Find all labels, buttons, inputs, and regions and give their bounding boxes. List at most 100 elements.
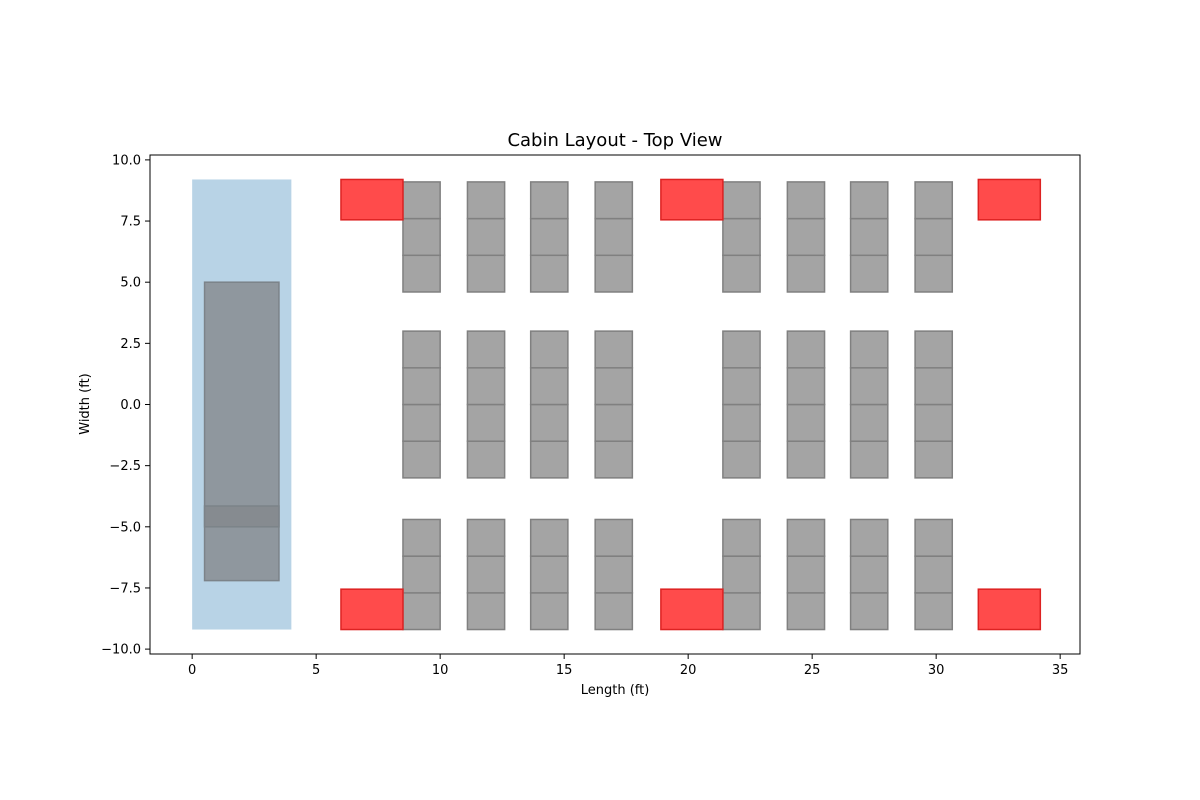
seat — [529, 181, 569, 220]
seat — [594, 181, 634, 220]
seat — [849, 181, 889, 220]
seat — [529, 367, 569, 406]
seat — [529, 254, 569, 293]
seat — [722, 330, 761, 369]
seat — [849, 555, 889, 594]
seat — [402, 367, 441, 406]
seat — [722, 367, 761, 406]
galley — [977, 178, 1042, 221]
seat — [466, 518, 506, 557]
x-tick-label: 25 — [804, 663, 821, 678]
seat — [914, 440, 954, 479]
galley — [340, 588, 404, 631]
seat — [466, 592, 506, 631]
y-tick-label: −10.0 — [101, 643, 141, 658]
seat — [466, 403, 506, 442]
y-tick-label: −2.5 — [109, 459, 141, 474]
seat — [594, 254, 634, 293]
seat — [849, 217, 889, 257]
y-axis: −10.0 −7.5 −5.0 −2.5 0.0 2.5 5.0 7.5 10.0 — [101, 153, 150, 658]
seat — [529, 592, 569, 631]
seat — [722, 555, 761, 594]
seat — [849, 592, 889, 631]
y-tick-label: 0.0 — [120, 398, 141, 413]
seat — [529, 330, 569, 369]
galley — [340, 178, 404, 221]
seat — [849, 254, 889, 293]
seat — [849, 518, 889, 557]
seat — [594, 555, 634, 594]
seat — [466, 367, 506, 406]
seat — [786, 254, 826, 293]
seat — [786, 181, 826, 220]
seat — [722, 254, 761, 293]
y-tick-label: 7.5 — [120, 215, 141, 230]
galley — [660, 588, 724, 631]
y-tick-label: 2.5 — [120, 337, 141, 352]
seat — [594, 518, 634, 557]
seat — [466, 254, 506, 293]
y-tick-label: 10.0 — [112, 153, 141, 168]
seat — [402, 254, 441, 293]
y-tick-label: −5.0 — [109, 520, 141, 535]
seat — [786, 217, 826, 257]
x-tick-label: 35 — [1052, 663, 1069, 678]
seat — [594, 440, 634, 479]
x-axis-label: Length (ft) — [581, 683, 650, 698]
seat — [594, 403, 634, 442]
seat — [402, 555, 441, 594]
x-tick-label: 15 — [556, 663, 573, 678]
x-axis: 0 5 10 15 20 25 30 35 — [188, 654, 1068, 678]
seat — [914, 592, 954, 631]
y-tick-label: 5.0 — [120, 276, 141, 291]
seat — [786, 592, 826, 631]
seat — [594, 330, 634, 369]
seat — [849, 440, 889, 479]
seat — [914, 367, 954, 406]
galley — [977, 588, 1042, 631]
seat — [722, 440, 761, 479]
seat — [722, 403, 761, 442]
seat — [849, 330, 889, 369]
seat — [466, 555, 506, 594]
seat — [402, 403, 441, 442]
seat — [914, 403, 954, 442]
seat — [594, 367, 634, 406]
seat — [722, 181, 761, 220]
seat — [914, 254, 954, 293]
seat — [402, 181, 441, 220]
seat — [529, 518, 569, 557]
seat — [849, 403, 889, 442]
y-tick-label: −7.5 — [109, 581, 141, 596]
y-axis-label: Width (ft) — [78, 373, 93, 435]
seat — [594, 592, 634, 631]
cockpit-unit — [203, 281, 280, 582]
galley — [660, 178, 724, 221]
seat — [786, 518, 826, 557]
seat — [402, 330, 441, 369]
seat — [914, 518, 954, 557]
x-tick-label: 10 — [432, 663, 449, 678]
seat — [849, 367, 889, 406]
seat — [466, 181, 506, 220]
seat — [786, 403, 826, 442]
seat — [529, 217, 569, 257]
x-tick-label: 20 — [680, 663, 697, 678]
x-tick-label: 30 — [928, 663, 945, 678]
seat — [786, 367, 826, 406]
seat — [466, 217, 506, 257]
seat — [402, 217, 441, 257]
seat — [786, 555, 826, 594]
x-tick-label: 0 — [188, 663, 196, 678]
seat — [722, 217, 761, 257]
seat — [722, 518, 761, 557]
seat — [914, 181, 954, 220]
seat — [786, 330, 826, 369]
seat — [529, 403, 569, 442]
seat — [914, 330, 954, 369]
seat — [529, 440, 569, 479]
plot-area — [192, 178, 1042, 631]
seat — [529, 555, 569, 594]
